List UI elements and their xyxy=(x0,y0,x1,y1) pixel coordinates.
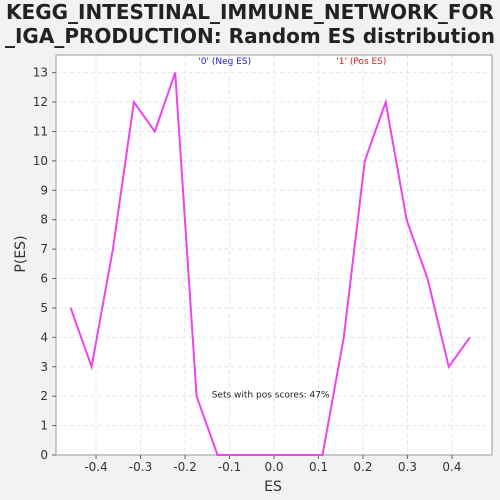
annotation-label: '1' (Pos ES) xyxy=(336,57,386,67)
y-tick-label: 2 xyxy=(40,389,48,403)
y-tick-label: 6 xyxy=(40,272,48,286)
data-point xyxy=(448,366,450,368)
data-point xyxy=(343,336,345,338)
x-tick-label: -0.4 xyxy=(84,460,107,474)
y-tick-label: 1 xyxy=(40,419,48,433)
data-point xyxy=(174,72,176,74)
data-point xyxy=(258,454,260,456)
data-point xyxy=(196,395,198,397)
annotation-label: '0' (Neg ES) xyxy=(198,57,251,67)
y-tick-label: 3 xyxy=(40,360,48,374)
x-tick-label: 0.4 xyxy=(442,460,461,474)
data-point xyxy=(469,336,471,338)
x-tick-label: -0.3 xyxy=(129,460,152,474)
y-axis-label: P(ES) xyxy=(13,235,29,272)
x-tick-label: 0.3 xyxy=(398,460,417,474)
x-tick-label: -0.2 xyxy=(173,460,196,474)
series-line xyxy=(69,72,471,456)
data-point xyxy=(112,248,114,250)
data-point xyxy=(133,101,135,103)
y-tick-label: 11 xyxy=(33,124,48,138)
x-tick-label: 0.0 xyxy=(264,460,283,474)
data-point xyxy=(406,219,408,221)
y-tick-label: 10 xyxy=(33,154,48,168)
y-tick-label: 8 xyxy=(40,213,48,227)
y-tick-label: 5 xyxy=(40,301,48,315)
y-tick-label: 9 xyxy=(40,183,48,197)
y-tick-label: 13 xyxy=(33,66,48,80)
y-tick-label: 7 xyxy=(40,242,48,256)
annotation-label: Sets with pos scores: 47% xyxy=(212,391,330,401)
x-tick-label: 0.1 xyxy=(309,460,328,474)
y-tick-label: 0 xyxy=(40,448,48,462)
data-point xyxy=(216,454,218,456)
data-point xyxy=(70,307,72,309)
chart-title: KEGG_INTESTINAL_IMMUNE_NETWORK_FOR _IGA_… xyxy=(5,0,495,48)
data-point xyxy=(91,366,93,368)
x-axis-label: ES xyxy=(264,479,282,495)
x-tick-label: -0.1 xyxy=(218,460,241,474)
data-point xyxy=(426,278,428,280)
data-point xyxy=(237,454,239,456)
y-tick-label: 4 xyxy=(40,330,48,344)
data-point xyxy=(385,101,387,103)
data-point xyxy=(321,454,323,456)
data-point xyxy=(154,130,156,132)
chart-title-line-1: KEGG_INTESTINAL_IMMUNE_NETWORK_FOR xyxy=(6,0,494,24)
data-point xyxy=(301,454,303,456)
grid xyxy=(56,55,492,456)
x-axis-ticks: -0.4 -0.3 -0.2 -0.1 0.0 0.1 0.2 0.3 0.4 xyxy=(84,455,462,474)
annotations: '0' (Neg ES) '1' (Pos ES) Sets with pos sc… xyxy=(198,57,386,401)
x-tick-label: 0.2 xyxy=(353,460,372,474)
data-point xyxy=(364,160,366,162)
data-point xyxy=(280,454,282,456)
series-group xyxy=(69,72,471,456)
chart-title-line-2: _IGA_PRODUCTION: Random ES distribution xyxy=(5,24,495,48)
y-tick-label: 12 xyxy=(33,95,48,109)
